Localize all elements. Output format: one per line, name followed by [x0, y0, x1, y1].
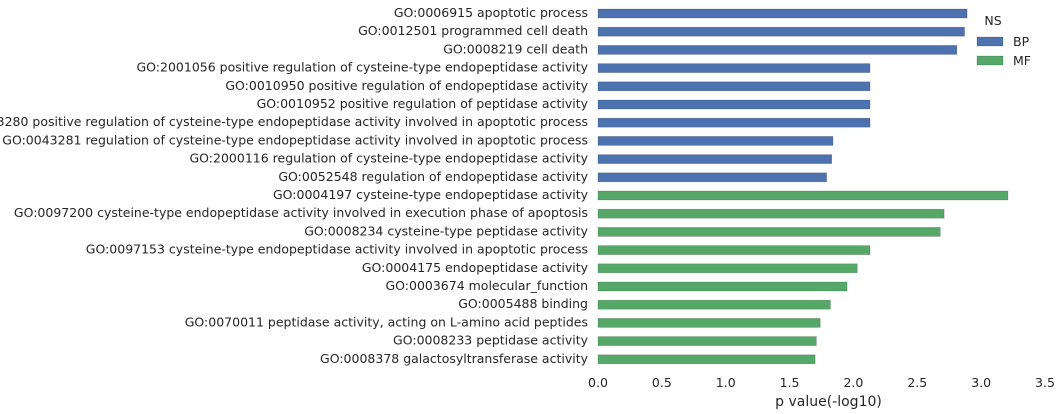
category-label: GO:0097200 cysteine-type endopeptidase a…	[14, 205, 588, 220]
bar-mf	[597, 281, 848, 292]
bar-mf	[597, 190, 1009, 201]
x-axis-title: p value(-log10)	[775, 394, 882, 410]
legend: NS BP MF	[976, 13, 1031, 68]
category-label: GO:0052548 regulation of endopeptidase a…	[278, 169, 588, 184]
category-label: GO:0004197 cysteine-type endopeptidase a…	[273, 187, 589, 202]
category-label: GO:0012501 programmed cell death	[358, 23, 588, 38]
category-label: GO:0008234 cysteine-type peptidase activ…	[304, 223, 588, 238]
bar-bp	[597, 154, 833, 164]
bar-bp	[597, 8, 968, 19]
bar-bp	[597, 45, 958, 55]
category-label: GO:0008219 cell death	[443, 41, 588, 56]
legend-label-bp: BP	[1013, 34, 1030, 49]
category-label: GO:0043281 regulation of cysteine-type e…	[2, 132, 588, 147]
category-label: GO:0004175 endopeptidase activity	[362, 260, 589, 275]
bar-bp	[597, 81, 871, 92]
bar-bp	[597, 136, 834, 146]
bar-mf	[597, 336, 817, 346]
category-label: GO:2001056 positive regulation of cystei…	[137, 60, 589, 75]
category-label: GO:0043280 positive regulation of cystei…	[0, 114, 588, 129]
category-label: GO:0097153 cysteine-type endopeptidase a…	[86, 242, 588, 257]
bar-mf	[597, 318, 821, 328]
bar-mf	[597, 263, 858, 274]
legend-swatch-bp	[976, 36, 1004, 47]
x-tick-label: 2.5	[907, 375, 927, 390]
category-label: GO:0003674 molecular_function	[385, 278, 588, 293]
x-tick-label: 1.5	[780, 375, 800, 390]
legend-title: NS	[984, 13, 1001, 28]
category-label: GO:0070011 peptidase activity, acting on…	[185, 314, 588, 329]
legend-swatch-mf	[976, 55, 1004, 66]
bar-bp	[597, 117, 871, 128]
bar-bp	[597, 26, 965, 37]
category-label: GO:2000116 regulation of cysteine-type e…	[190, 151, 589, 166]
category-label: GO:0010952 positive regulation of peptid…	[257, 96, 589, 111]
bar-mf	[597, 208, 945, 219]
x-tick-label: 1.0	[716, 375, 736, 390]
bar-mf	[597, 354, 816, 365]
category-label: GO:0006915 apoptotic process	[394, 5, 588, 20]
x-tick-label: 3.0	[971, 375, 991, 390]
bars-layer	[597, 8, 1009, 365]
x-tick-label: 3.5	[1035, 375, 1055, 390]
bar-mf	[597, 227, 941, 237]
category-label: GO:0008233 peptidase activity	[393, 333, 589, 348]
legend-label-mf: MF	[1013, 53, 1031, 68]
category-label: GO:0010950 positive regulation of endope…	[225, 78, 588, 93]
x-axis-ticks: 0.0 0.5 1.0 1.5 2.0 2.5 3.0 3.5	[588, 375, 1055, 390]
bar-bp	[597, 63, 871, 73]
category-label: GO:0008378 galactosyltransferase activit…	[320, 351, 589, 366]
x-tick-label: 0.5	[652, 375, 672, 390]
category-label: GO:0005488 binding	[458, 296, 588, 311]
bar-bp	[597, 172, 827, 183]
bar-mf	[597, 299, 831, 310]
legend-items: BP MF	[976, 34, 1031, 68]
x-tick-label: 2.0	[843, 375, 863, 390]
bar-bp	[597, 99, 871, 110]
category-labels: GO:0006915 apoptotic process GO:0012501 p…	[0, 5, 589, 366]
x-tick-label: 0.0	[588, 375, 608, 390]
bar-mf	[597, 245, 871, 255]
